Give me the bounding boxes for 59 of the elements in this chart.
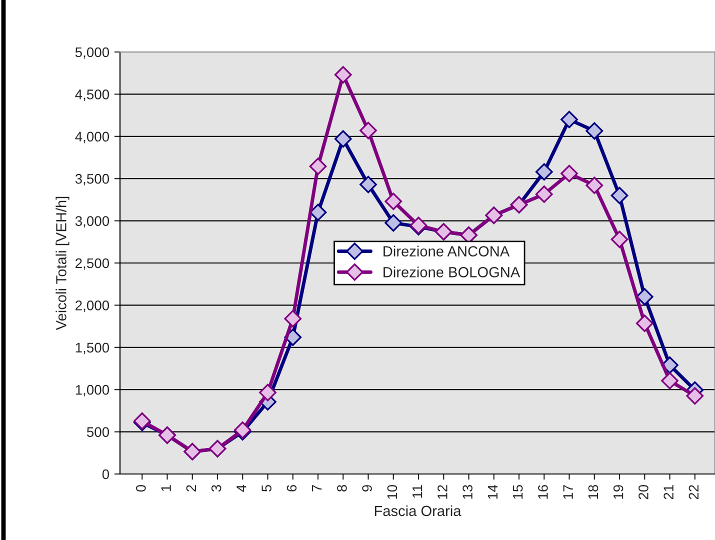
x-tick-label: 11 xyxy=(412,485,422,498)
x-tick-label: 1 xyxy=(161,485,171,492)
x-tick-label: 9 xyxy=(362,485,372,492)
point xyxy=(384,214,402,232)
x-tick-label: 15 xyxy=(513,484,523,499)
x-tick-label: 0 xyxy=(136,484,146,492)
x-tick-label: 14 xyxy=(488,484,498,499)
point xyxy=(636,288,654,306)
x-tick-label: 3 xyxy=(211,485,222,492)
x-tick-label: 19 xyxy=(613,485,624,499)
x-axis-title: Fascia Oraria xyxy=(374,505,462,516)
y-tick-label: 2,000 xyxy=(76,300,110,312)
point xyxy=(686,387,704,405)
x-tick-label: 13 xyxy=(462,485,472,499)
x-tick-label: 4 xyxy=(236,484,246,492)
point xyxy=(560,110,578,128)
x-tick-label: 18 xyxy=(588,485,598,499)
x-tick-label: 5 xyxy=(262,485,272,492)
point xyxy=(661,372,678,390)
point xyxy=(636,314,654,332)
legend-label: Direzione ANCONA xyxy=(384,246,510,256)
point xyxy=(284,310,302,328)
x-tick-label: 22 xyxy=(688,485,698,500)
point xyxy=(586,176,604,194)
y-tick-label: 5,000 xyxy=(75,47,110,59)
x-tick-label: 2 xyxy=(186,485,196,492)
y-tick-label: 4,500 xyxy=(75,90,110,102)
point xyxy=(259,384,276,402)
point xyxy=(360,122,377,140)
legend-label: Direzione BOLOGNA xyxy=(384,266,520,278)
x-tick-label: 10 xyxy=(387,484,398,499)
x-tick-label: 21 xyxy=(664,485,674,500)
point xyxy=(610,186,628,204)
y-tick-label: 1,500 xyxy=(76,342,110,354)
y-axis-title: Veicoli Totali [VEH/h] xyxy=(56,196,70,330)
y-tick-label: 500 xyxy=(86,427,110,437)
x-tick-label: 6 xyxy=(286,485,297,492)
point xyxy=(610,230,628,248)
point xyxy=(560,164,578,182)
x-tick-label: 16 xyxy=(538,485,548,499)
y-tick-label: 1,000 xyxy=(76,384,110,396)
x-tick-label: 7 xyxy=(312,485,322,492)
x-tick-label: 17 xyxy=(563,485,573,499)
x-tick-label: 8 xyxy=(337,485,347,492)
y-tick-label: 0 xyxy=(102,469,110,480)
y-tick-label: 3,000 xyxy=(75,216,110,228)
point xyxy=(334,66,352,84)
point xyxy=(384,192,402,210)
y-tick-label: 3,500 xyxy=(75,174,110,186)
y-tick-label: 4,000 xyxy=(75,132,110,144)
point xyxy=(535,163,553,181)
point xyxy=(334,130,352,148)
x-tick-label: 20 xyxy=(638,484,648,500)
x-tick-label: 12 xyxy=(438,485,448,499)
point xyxy=(535,186,553,203)
point xyxy=(309,158,327,176)
point xyxy=(586,122,604,140)
point xyxy=(360,176,377,194)
y-tick-label: 2,500 xyxy=(76,258,110,270)
